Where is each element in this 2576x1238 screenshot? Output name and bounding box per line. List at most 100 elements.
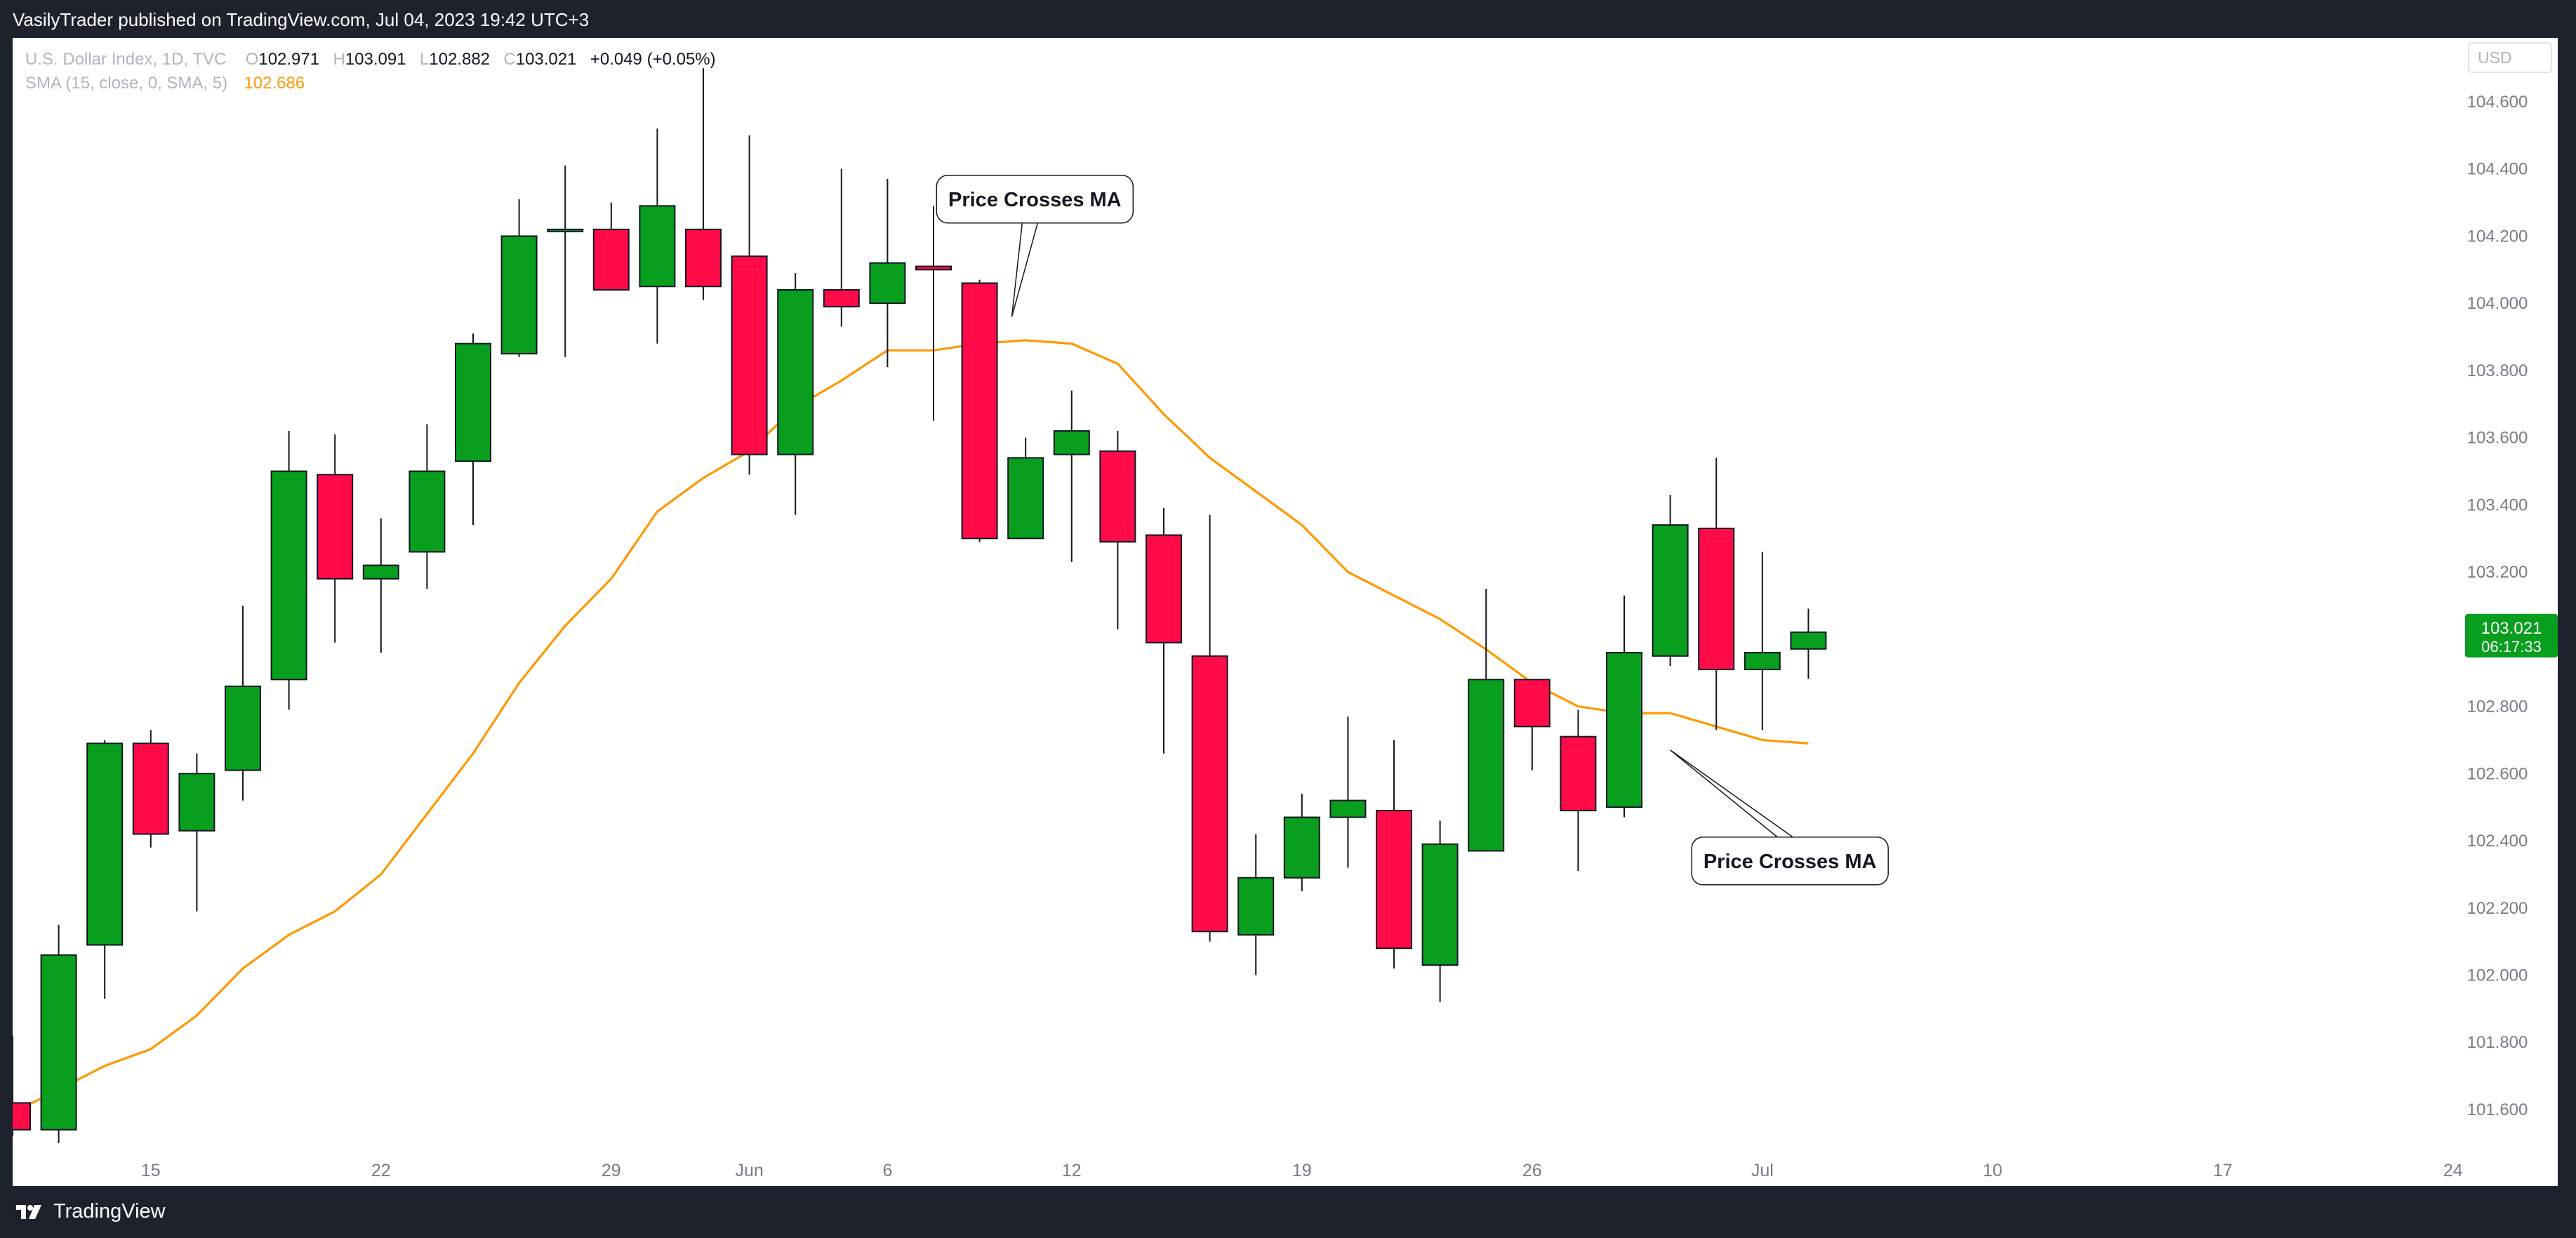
brand-name: TradingView: [53, 1200, 166, 1223]
candle-body: [500, 235, 538, 354]
candle: [869, 179, 906, 368]
high-value: 103.091: [345, 50, 406, 69]
candle-body: [1099, 450, 1136, 543]
candle: [639, 128, 676, 344]
x-tick-label: Jul: [1751, 1161, 1774, 1180]
candle: [1790, 608, 1827, 679]
y-tick-label: 104.200: [2467, 227, 2528, 246]
x-tick-label: 6: [882, 1161, 892, 1180]
candle-body: [132, 743, 169, 835]
chart-panel[interactable]: 101.600 101.800 102.000 102.200 102.400 102.6…: [13, 38, 2558, 1186]
candle-body: [1744, 651, 1781, 670]
candle: [1191, 514, 1228, 942]
low-label: L: [419, 50, 430, 69]
candle: [1421, 820, 1459, 1002]
candle-body: [915, 265, 952, 271]
callout-text: Price Crosses MA: [1704, 851, 1877, 873]
candle-body: [1053, 430, 1090, 455]
y-tick-label: 104.000: [2467, 294, 2528, 313]
candle: [270, 431, 307, 710]
callout-annotation: Price Crosses MA: [936, 175, 1134, 317]
x-tick-label: 12: [1062, 1161, 1082, 1180]
candle: [40, 924, 77, 1143]
candle: [1513, 679, 1551, 771]
candle: [961, 279, 998, 543]
candle: [455, 333, 491, 526]
candle-body: [1329, 799, 1367, 818]
chart-legend: U.S. Dollar Index, 1D, TVC O102.971 H103…: [25, 48, 716, 95]
symbol-label[interactable]: U.S. Dollar Index, 1D, TVC: [25, 50, 227, 69]
candle-body: [362, 564, 399, 580]
candle-body: [1790, 631, 1827, 650]
x-tick-label: 22: [371, 1161, 391, 1180]
last-price-value: 103.021: [2481, 619, 2542, 638]
callout-annotation: Price Crosses MA: [1670, 750, 1889, 886]
candle: [1560, 710, 1597, 872]
candlestick-chart[interactable]: 101.600 101.800 102.000 102.200 102.400 102.6…: [13, 38, 2558, 1186]
candle: [1007, 437, 1044, 540]
high-label: H: [333, 50, 345, 69]
candle: [1744, 552, 1781, 731]
y-tick-label: 102.600: [2467, 764, 2528, 783]
candle-body: [225, 685, 261, 771]
x-tick-label: 29: [602, 1161, 621, 1180]
candle-body: [1606, 651, 1642, 808]
candle-body: [86, 743, 124, 946]
open-value: 102.971: [258, 50, 320, 69]
candle-body: [639, 205, 676, 288]
y-tick-label: 103.400: [2467, 495, 2528, 514]
y-tick-label: 101.800: [2467, 1033, 2528, 1052]
candle: [1606, 595, 1642, 818]
y-tick-label: 102.800: [2467, 698, 2528, 717]
tradingview-brand[interactable]: TradingView: [13, 1200, 166, 1223]
candle: [409, 424, 446, 590]
candle-body: [1421, 843, 1459, 966]
candle: [823, 168, 860, 327]
callout-box: [1691, 837, 1889, 886]
currency-button[interactable]: USD: [2468, 42, 2552, 73]
y-tick-label: 103.600: [2467, 429, 2528, 448]
callout-box: [936, 175, 1134, 224]
callout-pointer: [1011, 222, 1039, 317]
x-tick-label: 24: [2443, 1161, 2463, 1180]
candle-body: [685, 228, 722, 288]
last-price-box: [2465, 613, 2558, 658]
candle: [1698, 458, 1735, 731]
candle-body: [961, 282, 998, 540]
publish-header: VasilyTrader published on TradingView.co…: [0, 0, 2576, 39]
candle-body: [1468, 679, 1505, 852]
candle-body: [270, 470, 307, 681]
candle: [592, 202, 630, 291]
callout-pointer: [1670, 750, 1793, 838]
candle-body: [409, 470, 446, 553]
candle-body: [777, 289, 814, 455]
candle-body: [178, 773, 215, 832]
y-tick-label: 103.800: [2467, 361, 2528, 380]
sma-label[interactable]: SMA (15, close, 0, SMA, 5): [25, 74, 228, 93]
candle: [1146, 508, 1182, 754]
close-value: 103.021: [515, 50, 577, 69]
candle-body: [547, 228, 584, 232]
candle-body: [317, 474, 354, 580]
candle: [731, 135, 768, 475]
x-tick-label: Jun: [735, 1161, 763, 1180]
candle-body: [1283, 816, 1320, 879]
last-price-countdown: 06:17:33: [2481, 638, 2542, 655]
footer-bar: TradingView: [0, 1186, 2576, 1238]
candle-body: [1513, 679, 1551, 728]
candle-body: [1698, 527, 1735, 670]
legend-sma-row: SMA (15, close, 0, SMA, 5) 102.686: [25, 72, 716, 95]
candle-body: [731, 255, 768, 455]
candle: [225, 605, 261, 801]
candle: [915, 206, 952, 421]
y-tick-label: 104.600: [2467, 93, 2528, 112]
callout-text: Price Crosses MA: [948, 189, 1122, 211]
candle-body: [592, 228, 630, 291]
y-tick-label: 102.400: [2467, 832, 2528, 851]
candle: [1376, 740, 1412, 969]
x-tick-label: 10: [1983, 1161, 2003, 1180]
legend-ohlc-row: U.S. Dollar Index, 1D, TVC O102.971 H103…: [25, 48, 716, 72]
candle: [1099, 431, 1136, 630]
candle-body: [823, 289, 860, 307]
